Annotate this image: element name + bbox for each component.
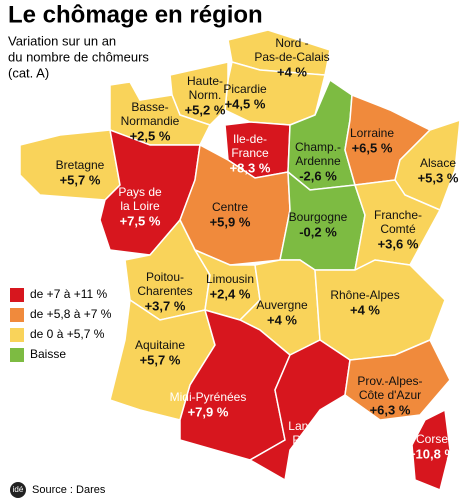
region-name: Picardie <box>223 82 267 96</box>
legend-swatch <box>10 288 24 302</box>
region-name: Languedoc- <box>288 419 351 433</box>
logo-badge <box>10 482 26 498</box>
region-name: la Loire <box>120 199 160 213</box>
region-value: +4,5 % <box>225 96 266 111</box>
legend-label: de 0 à +5,7 % <box>30 327 105 341</box>
subtitle: Variation sur un an <box>8 33 116 48</box>
region-name: Comté <box>380 222 416 236</box>
subtitle: (cat. A) <box>8 65 49 80</box>
region-name: Normandie <box>121 114 180 128</box>
region-value: +2,4 % <box>210 286 251 301</box>
region-value: +2,5 % <box>130 128 171 143</box>
region-value: +10,8 % <box>408 446 457 461</box>
legend-label: de +5,8 à +7 % <box>30 307 112 321</box>
region-name: Rhône-Alpes <box>330 288 399 302</box>
region <box>248 339 351 482</box>
region-name: Bretagne <box>56 158 105 172</box>
region-name: Ile-de- <box>233 132 267 146</box>
region-name: Côte d'Azur <box>359 388 421 402</box>
region-value: +4 % <box>350 302 380 317</box>
region-value: +7,3 % <box>300 447 341 462</box>
region-name: Haute- <box>187 74 223 88</box>
region-value: +5,7 % <box>60 172 101 187</box>
region-name: Lorraine <box>350 126 394 140</box>
source: Source : Dares <box>32 484 106 496</box>
region-value: +7,9 % <box>188 404 229 419</box>
region-value: +4 % <box>277 64 307 79</box>
region-name: Basse- <box>131 100 168 114</box>
region-value: +5,7 % <box>140 352 181 367</box>
legend-swatch <box>10 308 24 322</box>
region-name: Pays de <box>118 185 162 199</box>
region-value: -0,2 % <box>299 224 337 239</box>
title: Le chômage en région <box>8 1 263 28</box>
region-name: Roussillon <box>292 433 347 447</box>
logo: idé <box>13 485 24 494</box>
region-name: Limousin <box>206 272 254 286</box>
region-name: Poitou- <box>146 270 184 284</box>
region-name: Alsace <box>420 156 456 170</box>
region-name: Bourgogne <box>289 210 348 224</box>
region-name: Charentes <box>137 284 192 298</box>
region-name: Prov.-Alpes- <box>357 374 422 388</box>
region-value: +4 % <box>267 312 297 327</box>
regions <box>19 29 461 492</box>
region-value: +5,9 % <box>210 214 251 229</box>
region-name: Franche- <box>374 208 422 222</box>
region <box>344 339 451 421</box>
region-name: Corse <box>416 432 448 446</box>
legend-swatch <box>10 328 24 342</box>
subtitle: du nombre de chômeurs <box>8 49 149 64</box>
legend-label: Baisse <box>30 347 66 361</box>
region-value: +6,3 % <box>370 402 411 417</box>
region-value: +7,5 % <box>120 213 161 228</box>
region-value: +3,7 % <box>145 298 186 313</box>
region-name: Centre <box>212 200 248 214</box>
region-value: +5,3 % <box>418 170 459 185</box>
region-name: Auvergne <box>256 298 308 312</box>
region-name: Midi-Pyrénées <box>170 390 247 404</box>
region-value: +6,5 % <box>352 140 393 155</box>
region-value: +3,6 % <box>378 236 419 251</box>
region-value: +5,2 % <box>185 102 226 117</box>
region-value: -2,6 % <box>299 168 337 183</box>
region-name: Nord - <box>275 36 308 50</box>
region <box>411 408 451 492</box>
legend-swatch <box>10 348 24 362</box>
region-name: France <box>231 146 269 160</box>
region-name: Aquitaine <box>135 338 185 352</box>
region-name: Norm. <box>189 88 222 102</box>
region-value: +8,3 % <box>230 160 271 175</box>
region-name: Ardenne <box>295 154 341 168</box>
region-name: Champ.- <box>295 140 341 154</box>
region-name: Pas-de-Calais <box>254 50 329 64</box>
legend-label: de +7 à +11 % <box>30 287 108 301</box>
